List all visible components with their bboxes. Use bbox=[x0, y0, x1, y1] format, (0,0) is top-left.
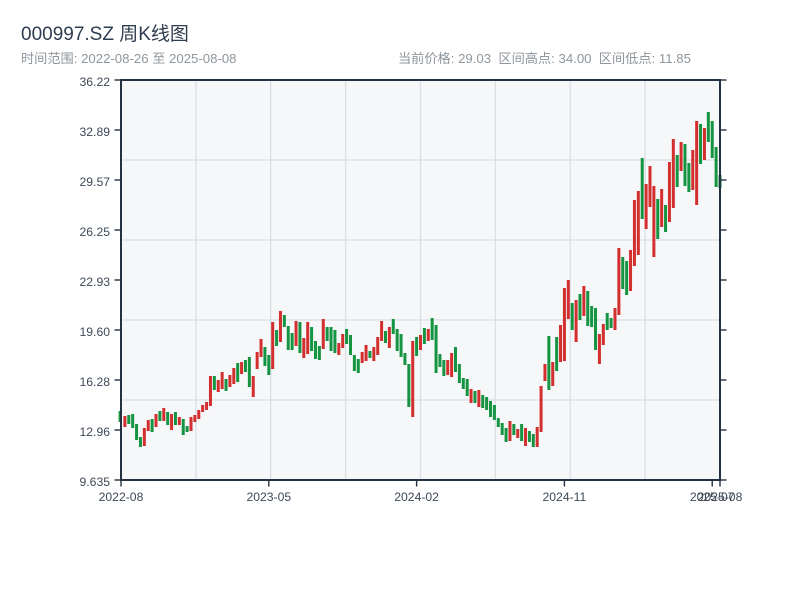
svg-text:2025-08: 2025-08 bbox=[698, 490, 743, 504]
svg-text:36.22: 36.22 bbox=[80, 75, 111, 89]
svg-text:2023-05: 2023-05 bbox=[246, 490, 291, 504]
svg-text:19.60: 19.60 bbox=[80, 325, 111, 339]
svg-text:29.57: 29.57 bbox=[80, 175, 111, 189]
svg-text:2024-02: 2024-02 bbox=[394, 490, 439, 504]
svg-text:2022-08: 2022-08 bbox=[99, 490, 144, 504]
svg-text:2025-07: 2025-07 bbox=[690, 490, 735, 504]
svg-text:16.28: 16.28 bbox=[80, 375, 111, 389]
svg-text:26.25: 26.25 bbox=[80, 225, 111, 239]
svg-text:9.635: 9.635 bbox=[80, 475, 111, 489]
svg-text:22.93: 22.93 bbox=[80, 275, 111, 289]
svg-text:12.96: 12.96 bbox=[80, 425, 111, 439]
svg-text:2024-11: 2024-11 bbox=[543, 490, 587, 504]
svg-text:32.89: 32.89 bbox=[80, 125, 111, 139]
